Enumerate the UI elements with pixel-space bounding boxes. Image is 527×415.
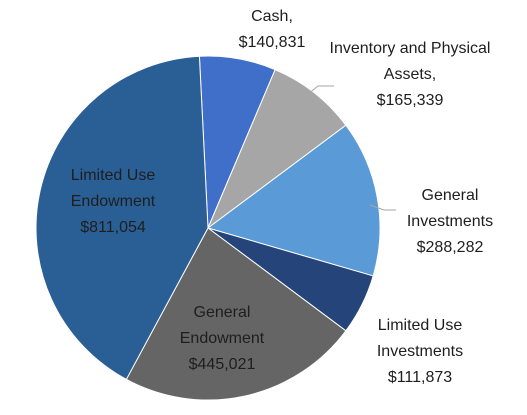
category-label: Limited Use Investments	[376, 317, 464, 360]
pie-slice	[206, 68, 347, 230]
slice-label: General Endowment $445,021	[160, 300, 285, 378]
category-label: Limited Use Endowment	[70, 167, 156, 210]
slices	[35, 55, 381, 401]
slice-label: Inventory and Physical Assets, $165,339	[325, 36, 495, 114]
category-label: General Investments	[406, 187, 494, 230]
pie-slice	[125, 227, 347, 401]
leader-line	[369, 204, 396, 211]
leader-line	[301, 85, 334, 100]
value-label: $165,339	[376, 92, 444, 109]
value-label: $140,831	[238, 34, 306, 51]
value-label: $445,021	[188, 356, 256, 373]
value-label: $111,873	[387, 369, 453, 386]
value-label: $811,054	[80, 219, 146, 236]
slice-label: Limited Use Investments $111,873	[353, 313, 488, 391]
slice-label: Cash, $140,831	[217, 4, 327, 56]
slice-label: Limited Use Endowment $811,054	[46, 163, 181, 241]
pie-slice	[206, 124, 381, 277]
slice-label: General Investments $288,282	[388, 183, 513, 261]
category-label: General Endowment	[179, 304, 265, 347]
category-label: Inventory and Physical Assets,	[329, 40, 491, 83]
category-label: Cash,	[251, 8, 293, 25]
value-label: $288,282	[416, 239, 484, 256]
pie-slice	[35, 55, 209, 381]
